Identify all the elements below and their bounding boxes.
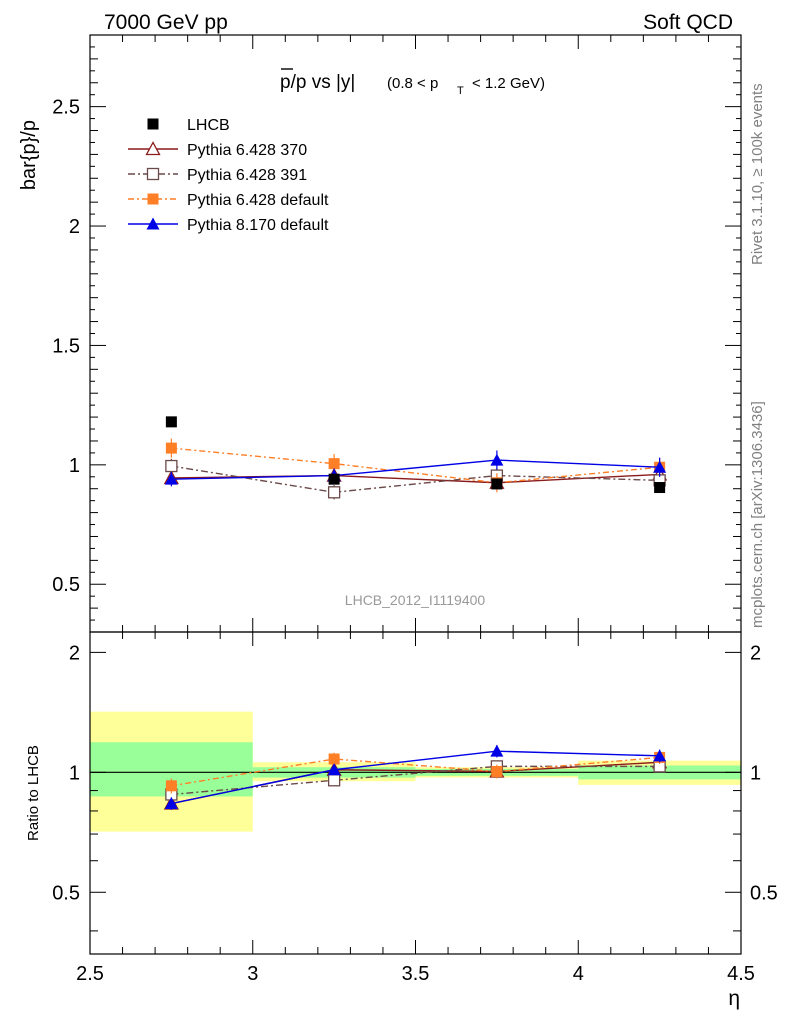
series-layer: [163, 438, 668, 500]
ratio-point: [328, 753, 340, 765]
x-axis-label: η: [728, 987, 740, 1010]
legend-marker: [145, 141, 161, 156]
y-tick-label: 0.5: [52, 574, 80, 596]
ratio-series-layer: [163, 744, 668, 810]
title-sub-post: < 1.2 GeV): [472, 75, 545, 92]
legend-label-lhcb: LHCB: [187, 117, 230, 134]
legend-label-series: Pythia 6.428 default: [187, 192, 329, 209]
series-line: [171, 447, 660, 484]
ratio-series-line: [171, 756, 660, 787]
axis-ticks: [89, 34, 742, 954]
legend-label-series: Pythia 8.170 default: [187, 217, 329, 234]
ratio-series-line: [171, 750, 660, 805]
lhcb-data-point: [328, 473, 340, 485]
ratio-point: [164, 797, 178, 810]
x-tick-label: 2.5: [76, 963, 104, 985]
ratio-y-tick-label-right: 0.5: [750, 882, 778, 904]
ratio-y-tick-label-left: 1: [69, 762, 80, 784]
series-line: [171, 459, 660, 480]
title-sub-pre: (0.8 < p: [387, 75, 438, 92]
header-right: Soft QCD: [643, 11, 733, 34]
ratio-point: [327, 763, 341, 776]
title-sub-t: T: [457, 85, 464, 97]
chart-title: p/p vs |y| (0.8 < p T < 1.2 GeV): [280, 68, 545, 97]
x-tick-label: 3.5: [402, 963, 430, 985]
series-point: [165, 459, 178, 473]
lhcb-data-points: [165, 416, 666, 494]
mcplots-label: mcplots.cern.ch [arXiv:1306.3436]: [749, 401, 766, 628]
series-point: [327, 486, 341, 499]
ratio-y-tick-label-left: 2: [69, 642, 80, 664]
ratio-y-tick-label-right: 1: [750, 762, 761, 784]
ratio-series-line: [171, 765, 660, 796]
series-point: [164, 472, 178, 485]
lhcb-data-point: [491, 478, 503, 490]
series-point: [328, 458, 340, 470]
y-axis-label: bar{p}/p: [18, 120, 40, 190]
series-point: [490, 453, 504, 466]
header-left: 7000 GeV pp: [104, 11, 228, 34]
analysis-watermark: LHCB_2012_I1119400: [345, 592, 486, 608]
legend-marker: [146, 167, 160, 181]
tick-labels: 2.5 3 3.5 4 4.5 0.5 1 1.5 2 2.5 0.5 1 2 …: [52, 97, 778, 985]
legend-marker: [147, 193, 159, 205]
uncertainty-bands: [90, 711, 741, 832]
series-line: [171, 465, 660, 494]
rivet-label: Rivet 3.1.10, ≥ 100k events: [749, 83, 766, 265]
legend-label-series: Pythia 6.428 370: [187, 142, 307, 159]
ratio-y-tick-label-right: 2: [750, 642, 761, 664]
ratio-point: [327, 774, 341, 787]
x-tick-label: 4: [573, 963, 584, 985]
legend: LHCB Pythia 6.428 370 Pythia 6.428 391 P…: [128, 117, 329, 234]
x-tick-label: 4.5: [727, 963, 755, 985]
legend-label-series: Pythia 6.428 391: [187, 167, 307, 184]
y-tick-label: 1.5: [52, 335, 80, 357]
x-tick-label: 3: [247, 963, 258, 985]
y-tick-label: 2: [69, 216, 80, 238]
ratio-point: [490, 744, 504, 757]
ratio-y-tick-label-left: 0.5: [52, 882, 80, 904]
series-point: [165, 442, 177, 454]
title-main: p/p vs |y|: [280, 72, 355, 93]
series-point: [653, 460, 667, 473]
ratio-point: [491, 765, 503, 777]
y-tick-label: 1: [69, 455, 80, 477]
legend-marker-lhcb: [147, 118, 159, 130]
y-tick-label: 2.5: [52, 97, 80, 119]
lhcb-data-point: [165, 416, 177, 428]
ratio-point: [653, 749, 667, 762]
lhcb-data-point: [654, 482, 666, 494]
legend-markers: [128, 118, 178, 230]
legend-marker: [146, 217, 160, 230]
ratio-y-axis-label: Ratio to LHCB: [25, 745, 42, 841]
ratio-point: [165, 780, 177, 792]
